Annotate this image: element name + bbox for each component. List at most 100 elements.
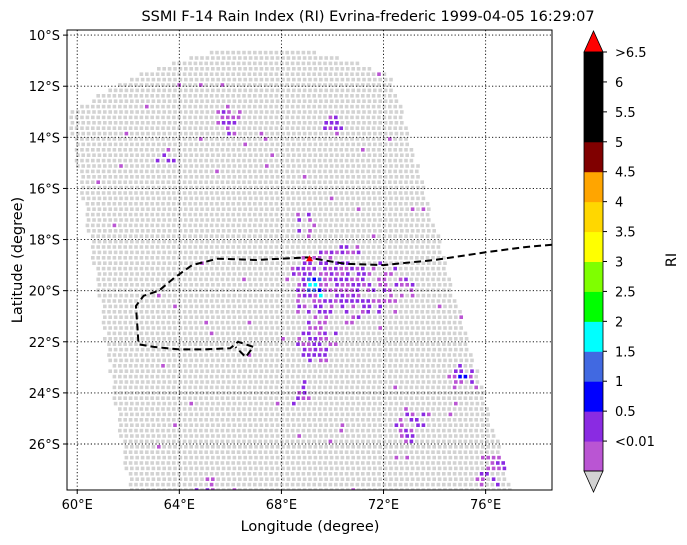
swath-pixel	[123, 212, 127, 217]
swath-pixel	[308, 185, 312, 190]
swath-pixel	[425, 353, 430, 357]
swath-pixel	[155, 364, 160, 368]
swath-pixel	[448, 434, 453, 438]
swath-pixel	[200, 401, 204, 406]
swath-pixel	[162, 326, 166, 330]
swath-pixel	[254, 88, 258, 93]
swath-pixel	[281, 121, 285, 125]
swath-pixel	[274, 331, 279, 336]
swath-pixel	[263, 472, 268, 476]
swath-pixel	[270, 131, 274, 136]
swath-pixel	[173, 196, 177, 201]
swath-pixel	[329, 175, 334, 179]
swath-pixel	[301, 277, 306, 282]
swath-pixel	[313, 315, 318, 319]
swath-pixel	[182, 169, 187, 174]
swath-pixel	[161, 299, 165, 303]
swath-pixel	[243, 175, 247, 179]
swath-pixel	[242, 428, 246, 433]
swath-pixel	[464, 455, 469, 460]
swath-pixel	[431, 245, 435, 249]
swath-pixel	[253, 407, 257, 411]
swath-pixel	[238, 250, 242, 255]
swath-pixel	[124, 261, 129, 265]
swath-pixel	[227, 315, 231, 319]
swath-pixel	[70, 131, 75, 136]
swath-pixel	[155, 169, 160, 174]
swath-pixel	[431, 385, 435, 390]
swath-pixel	[404, 191, 408, 195]
swath-pixel	[383, 196, 388, 201]
swath-pixel	[173, 358, 177, 363]
swath-pixel	[130, 207, 134, 211]
swath-pixel	[301, 364, 306, 368]
swath-pixel	[329, 466, 334, 471]
swath-pixel	[317, 212, 322, 217]
swath-pixel	[221, 175, 226, 179]
swath-pixel	[265, 434, 269, 438]
swath-pixel	[107, 223, 111, 228]
swath-pixel	[184, 175, 188, 179]
swath-pixel	[119, 434, 123, 438]
swath-pixel	[173, 412, 177, 417]
swath-pixel	[425, 310, 430, 314]
swath-pixel	[319, 229, 323, 233]
swath-pixel	[485, 450, 489, 454]
swath-pixel	[216, 423, 220, 427]
swath-pixel	[269, 374, 273, 379]
swath-pixel	[344, 364, 349, 368]
swath-pixel	[162, 196, 166, 201]
swath-pixel	[351, 466, 355, 471]
swath-pixel	[188, 472, 192, 476]
swath-pixel	[162, 239, 166, 244]
swath-pixel	[366, 461, 370, 465]
swath-pixel	[382, 104, 387, 109]
swath-pixel	[135, 142, 139, 147]
swath-pixel	[329, 337, 334, 341]
swath-pixel	[199, 288, 203, 292]
swath-pixel	[118, 104, 122, 109]
swath-pixel	[425, 256, 430, 260]
swath-pixel	[205, 121, 210, 125]
swath-pixel	[361, 83, 365, 87]
swath-pixel	[400, 121, 404, 125]
swath-pixel	[454, 455, 458, 460]
swath-pixel	[292, 110, 296, 114]
swath-pixel	[335, 466, 339, 471]
swath-pixel	[378, 358, 382, 363]
swath-pixel	[409, 277, 414, 282]
swath-pixel	[204, 137, 208, 141]
swath-pixel	[236, 374, 241, 379]
swath-pixel	[193, 299, 198, 303]
swath-pixel	[259, 369, 264, 373]
swath-pixel	[254, 77, 258, 82]
swath-pixel	[280, 223, 284, 228]
swath-pixel	[247, 385, 252, 390]
swath-pixel	[351, 207, 355, 211]
swath-pixel	[238, 110, 242, 114]
swath-pixel	[182, 364, 187, 368]
swath-pixel	[232, 229, 237, 233]
swath-pixel	[231, 256, 235, 260]
swath-pixel	[452, 418, 457, 422]
swath-pixel	[319, 455, 323, 460]
swath-pixel	[319, 261, 323, 265]
swath-pixel	[259, 196, 264, 201]
swath-pixel	[248, 358, 253, 363]
swath-pixel	[328, 126, 333, 130]
swath-pixel	[355, 191, 360, 195]
swath-pixel	[377, 83, 381, 87]
swath-pixel	[123, 428, 127, 433]
swath-pixel	[281, 88, 285, 93]
swath-pixel	[431, 450, 435, 454]
swath-pixel	[172, 418, 176, 422]
swath-pixel	[123, 396, 127, 400]
swath-pixel	[366, 385, 370, 390]
swath-pixel	[199, 245, 203, 249]
swath-pixel	[248, 229, 253, 233]
swath-pixel	[135, 99, 139, 103]
swath-pixel	[432, 326, 436, 330]
swath-pixel	[247, 256, 252, 260]
swath-pixel	[157, 401, 161, 406]
swath-pixel	[339, 202, 343, 206]
